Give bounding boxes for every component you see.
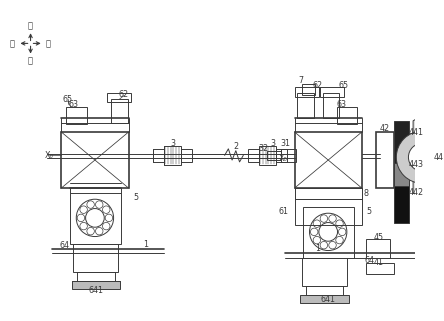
- Text: 641: 641: [321, 296, 336, 305]
- Text: 64: 64: [59, 241, 69, 250]
- Text: 5: 5: [367, 207, 372, 216]
- Text: X₀: X₀: [279, 154, 288, 163]
- Text: 31: 31: [280, 139, 290, 148]
- Bar: [366, 263, 394, 274]
- Bar: [337, 107, 357, 124]
- Circle shape: [408, 143, 436, 171]
- Bar: [66, 107, 87, 124]
- Bar: [376, 132, 394, 188]
- Text: 65: 65: [63, 95, 73, 104]
- Bar: [107, 93, 131, 102]
- Text: 上: 上: [28, 21, 33, 30]
- Text: 2: 2: [233, 142, 238, 151]
- Text: 44: 44: [433, 153, 443, 162]
- Text: 61: 61: [278, 207, 289, 216]
- Bar: [303, 207, 354, 258]
- Text: 右: 右: [46, 39, 51, 48]
- Bar: [181, 149, 192, 162]
- Bar: [259, 146, 276, 165]
- Text: 左: 左: [9, 39, 14, 48]
- Text: 63: 63: [68, 100, 79, 108]
- Text: 65: 65: [339, 81, 349, 90]
- Text: 7: 7: [298, 76, 304, 85]
- Bar: [323, 93, 339, 118]
- Bar: [61, 132, 128, 188]
- Bar: [320, 87, 344, 97]
- Text: 3: 3: [171, 139, 176, 148]
- Bar: [266, 151, 281, 160]
- Text: X₀: X₀: [45, 151, 54, 160]
- Bar: [300, 295, 349, 303]
- Text: 5: 5: [134, 193, 139, 202]
- Bar: [295, 132, 362, 188]
- Text: 1: 1: [315, 244, 321, 253]
- Bar: [394, 121, 409, 166]
- Bar: [70, 193, 121, 244]
- Text: 63: 63: [336, 100, 346, 108]
- Bar: [295, 188, 362, 199]
- Text: 62: 62: [119, 90, 129, 99]
- Bar: [394, 163, 409, 186]
- Bar: [71, 281, 120, 289]
- Bar: [295, 87, 319, 97]
- Bar: [111, 100, 127, 123]
- Bar: [295, 199, 362, 225]
- Bar: [281, 149, 296, 162]
- Text: 1: 1: [143, 239, 148, 248]
- Text: 41: 41: [373, 258, 384, 267]
- Text: 42: 42: [380, 124, 390, 133]
- Text: 45: 45: [373, 233, 384, 242]
- Text: 442: 442: [408, 188, 424, 197]
- Text: 441: 441: [408, 127, 424, 136]
- Polygon shape: [413, 115, 436, 199]
- Bar: [164, 146, 181, 165]
- Text: 8: 8: [364, 189, 369, 198]
- Bar: [302, 83, 315, 95]
- Text: 64: 64: [364, 256, 374, 265]
- Bar: [77, 272, 115, 281]
- Text: 32: 32: [259, 144, 269, 153]
- Circle shape: [396, 131, 444, 183]
- Text: 下: 下: [28, 56, 33, 65]
- Bar: [366, 239, 390, 258]
- Bar: [302, 258, 347, 286]
- Bar: [276, 149, 287, 162]
- Bar: [248, 149, 259, 162]
- Bar: [153, 149, 164, 162]
- Bar: [394, 183, 409, 222]
- Text: 443: 443: [408, 160, 424, 169]
- Text: 3: 3: [271, 139, 276, 148]
- Bar: [306, 286, 343, 295]
- Bar: [297, 93, 314, 118]
- Text: 62: 62: [313, 81, 323, 90]
- Bar: [73, 244, 118, 272]
- Text: 641: 641: [88, 286, 103, 295]
